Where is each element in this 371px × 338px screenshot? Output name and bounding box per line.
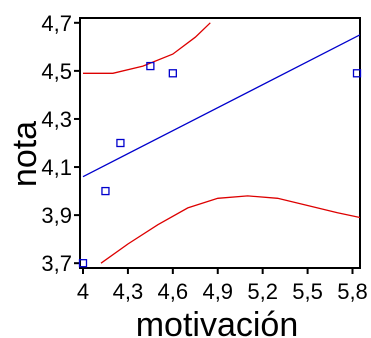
data-point bbox=[146, 61, 155, 71]
lower-confidence-band bbox=[100, 195, 360, 264]
data-point bbox=[101, 186, 110, 196]
upper-confidence-band bbox=[83, 22, 211, 74]
x-tick-label: 5,5 bbox=[292, 279, 323, 304]
y-tick-label: 4,1 bbox=[41, 155, 72, 180]
plot-area: 3,7 3,9 4,1 4,3 4,5 4,7 4 4,3 4,6 4,9 5,2 5,5 5,8 bbox=[41, 11, 367, 304]
x-tick-label: 4 bbox=[77, 279, 89, 304]
y-axis-title: nota bbox=[6, 121, 44, 187]
data-point bbox=[352, 69, 362, 78]
regression-line bbox=[82, 34, 360, 178]
x-tick-label: 4,6 bbox=[158, 279, 189, 304]
y-tick-label: 4,7 bbox=[41, 11, 72, 36]
data-point bbox=[168, 69, 177, 78]
x-tick-label: 4,3 bbox=[113, 279, 144, 304]
x-tick-label: 5,2 bbox=[247, 279, 278, 304]
x-tick-label: 5,8 bbox=[337, 279, 368, 304]
y-tick-label: 3,9 bbox=[41, 203, 72, 228]
x-tick-label: 4,9 bbox=[202, 279, 233, 304]
x-axis-title: motivación bbox=[136, 306, 299, 338]
data-point bbox=[116, 138, 125, 148]
plot-frame bbox=[79, 17, 361, 269]
y-tick-label: 3,7 bbox=[41, 251, 72, 276]
data-point bbox=[78, 259, 88, 268]
y-tick-label: 4,3 bbox=[41, 107, 72, 132]
y-tick-label: 4,5 bbox=[41, 59, 72, 84]
